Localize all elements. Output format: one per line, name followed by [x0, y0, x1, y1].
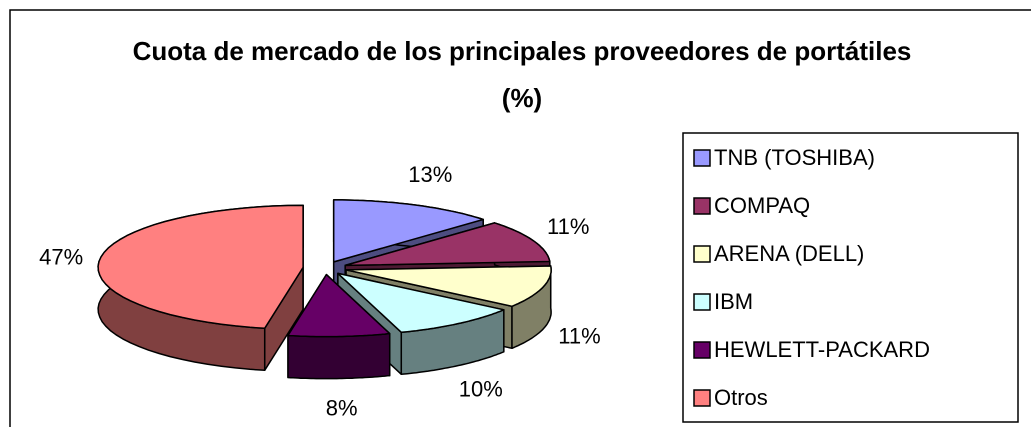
legend-label: COMPAQ	[714, 193, 810, 218]
legend-swatch	[693, 197, 711, 215]
slice-top	[332, 199, 484, 263]
legend-swatch	[693, 245, 711, 263]
data-label: 13%	[408, 162, 452, 187]
slice-top	[337, 272, 505, 334]
chart-title: Cuota de mercado de los principales prov…	[132, 36, 912, 113]
data-label: 10%	[459, 377, 503, 402]
slice	[97, 204, 304, 372]
slice-wall	[287, 332, 391, 380]
data-label: 11%	[558, 324, 600, 349]
legend-box	[682, 132, 1019, 423]
legend-label: IBM	[714, 289, 753, 314]
legend-swatch	[693, 389, 711, 407]
legend-swatch	[693, 149, 711, 167]
legend-label: TNB (TOSHIBA)	[714, 145, 875, 170]
slice-top	[287, 273, 391, 338]
slice	[287, 273, 391, 380]
legend-label: HEWLETT-PACKARD	[714, 337, 930, 362]
data-label: 47%	[39, 244, 83, 269]
slice-top	[345, 265, 552, 308]
data-label: 8%	[326, 396, 358, 421]
legend-swatch	[693, 293, 711, 311]
slice-top	[97, 204, 304, 330]
data-label: 11%	[547, 214, 589, 239]
legend-label: ARENA (DELL)	[714, 241, 864, 266]
legend-swatch	[693, 341, 711, 359]
legend-label: Otros	[714, 385, 768, 410]
slice-top	[344, 222, 551, 267]
